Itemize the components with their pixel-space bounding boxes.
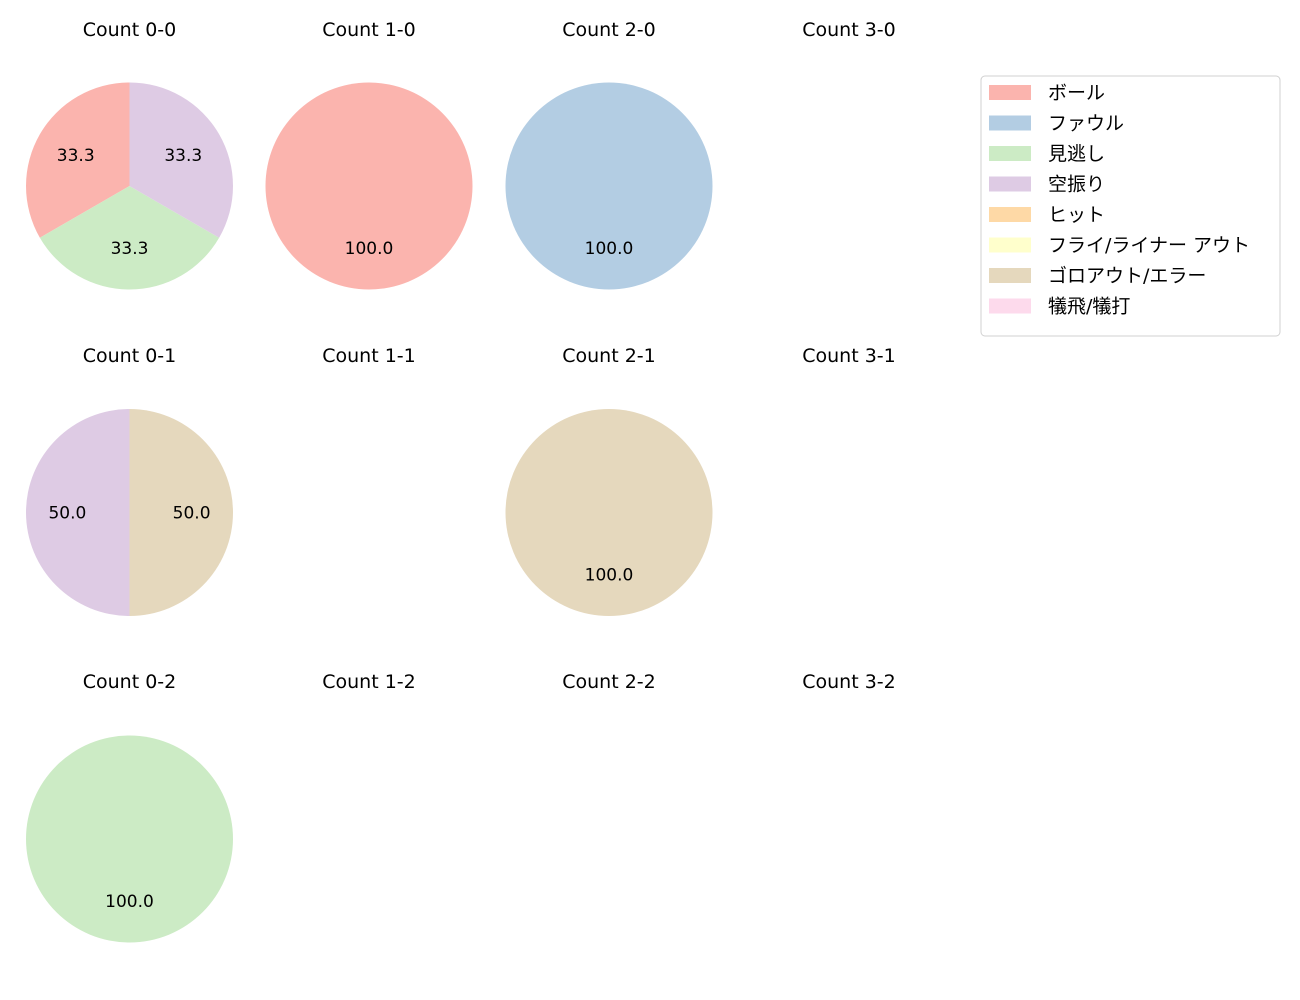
- pie-panel-count-2-0: Count 2-0 100.0: [505, 19, 713, 290]
- slice-value-label: 33.3: [164, 146, 202, 166]
- slice-value-label: 100.0: [585, 239, 634, 259]
- slice-value-label: 33.3: [111, 239, 149, 259]
- legend-item: ボール: [989, 82, 1105, 104]
- pie-slice: [505, 82, 713, 290]
- pie-panel-count-0-0: Count 0-0 33.3 33.3 33.3: [26, 19, 233, 290]
- legend-item: ファウル: [989, 113, 1124, 135]
- legend-label: ファウル: [1048, 113, 1124, 135]
- pie-panel-count-3-1: Count 3-1: [802, 345, 896, 367]
- pie-slice: [26, 735, 233, 943]
- panel-title: Count 2-2: [562, 671, 656, 693]
- slice-value-label: 50.0: [48, 504, 86, 524]
- slice-value-label: 100.0: [105, 892, 154, 912]
- legend-swatch: [989, 268, 1031, 283]
- legend-item: フライ/ライナー アウト: [989, 235, 1250, 257]
- slice-value-label: 100.0: [345, 239, 394, 259]
- legend-item: 見逃し: [989, 143, 1105, 165]
- panel-title: Count 3-1: [802, 345, 896, 367]
- pie-panel-count-3-2: Count 3-2: [802, 671, 896, 693]
- pie-slice: [129, 82, 233, 238]
- panel-title: Count 0-1: [83, 345, 177, 367]
- legend-label: 犠飛/犠打: [1048, 296, 1130, 318]
- legend-swatch: [989, 298, 1031, 314]
- legend-item: 犠飛/犠打: [989, 296, 1130, 318]
- panel-title: Count 1-1: [322, 345, 416, 367]
- panel-title: Count 2-0: [562, 19, 656, 41]
- legend-item: ヒット: [989, 204, 1105, 226]
- pie-panel-count-3-0: Count 3-0: [802, 19, 896, 41]
- panel-title: Count 0-2: [83, 671, 177, 693]
- pie-slice: [265, 82, 473, 290]
- legend-label: 見逃し: [1048, 143, 1105, 165]
- pie-slice: [26, 82, 130, 238]
- panel-title: Count 0-0: [83, 19, 177, 41]
- slice-value-label: 33.3: [57, 146, 95, 166]
- legend-label: ボール: [1048, 82, 1105, 104]
- panel-title: Count 3-2: [802, 671, 896, 693]
- legend-item: 空振り: [989, 174, 1105, 196]
- pie-panel-count-0-2: Count 0-2 100.0: [26, 671, 233, 943]
- pie-panel-count-2-1: Count 2-1 100.0: [505, 345, 713, 616]
- legend-label: フライ/ライナー アウト: [1048, 235, 1250, 257]
- legend-swatch: [989, 176, 1031, 192]
- pie-panel-count-1-0: Count 1-0 100.0: [265, 19, 473, 290]
- pie-slice: [129, 409, 234, 616]
- pie-slice: [25, 409, 130, 616]
- pie-slice: [505, 409, 713, 616]
- pie-panel-count-1-2: Count 1-2: [322, 671, 416, 693]
- legend-swatch: [989, 85, 1031, 100]
- legend-frame: [980, 75, 1281, 337]
- pie-panel-count-2-2: Count 2-2: [562, 671, 656, 693]
- legend-swatch: [989, 146, 1031, 161]
- slice-value-label: 100.0: [585, 566, 634, 586]
- pie-panel-count-1-1: Count 1-1: [322, 345, 416, 367]
- legend-swatch: [989, 115, 1031, 131]
- panel-title: Count 3-0: [802, 19, 896, 41]
- legend-item: ゴロアウト/エラー: [989, 265, 1206, 287]
- legend-swatch: [989, 237, 1031, 253]
- legend-swatch: [989, 207, 1031, 222]
- legend-label: 空振り: [1048, 174, 1105, 196]
- pie-panel-count-0-1: Count 0-1 50.0 50.0: [25, 345, 234, 616]
- pie-slice: [39, 186, 220, 290]
- panel-title: Count 1-0: [322, 19, 416, 41]
- slice-value-label: 50.0: [173, 504, 211, 524]
- legend-label: ゴロアウト/エラー: [1048, 265, 1206, 287]
- panel-title: Count 1-2: [322, 671, 416, 693]
- panel-title: Count 2-1: [562, 345, 656, 367]
- legend-label: ヒット: [1048, 204, 1105, 226]
